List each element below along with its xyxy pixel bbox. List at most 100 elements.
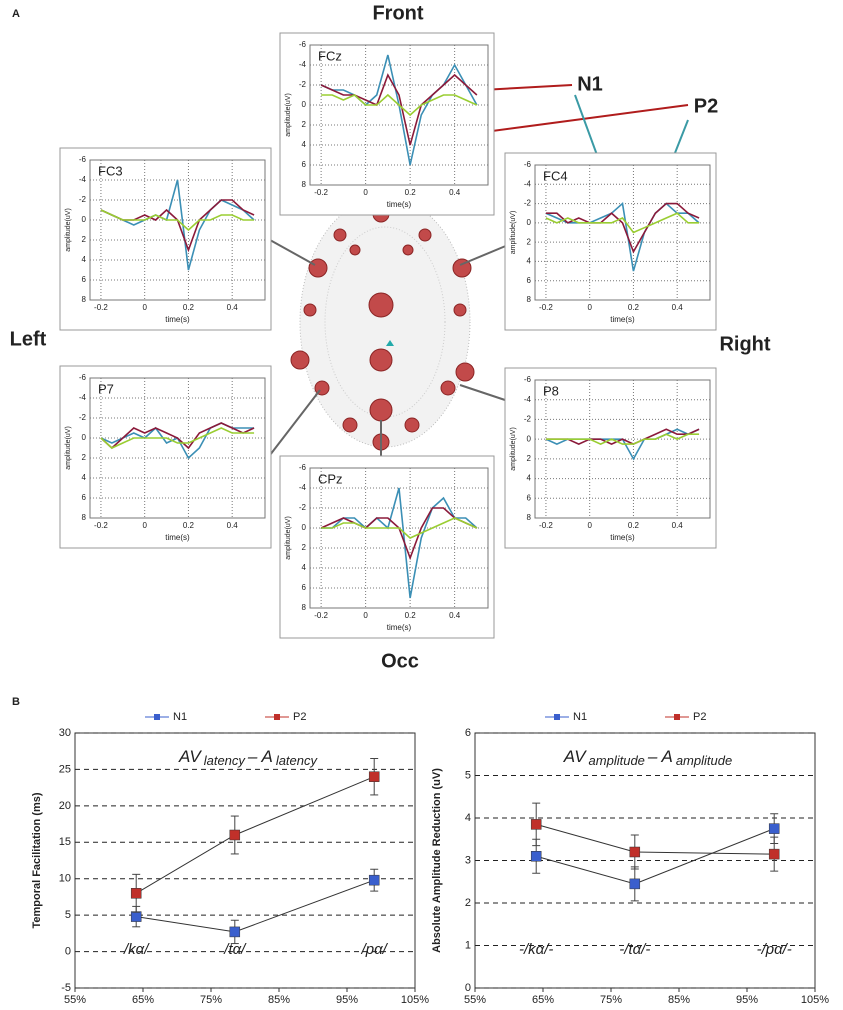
legend-label: P2 xyxy=(293,711,306,723)
waveform xyxy=(100,209,255,232)
waveform xyxy=(100,427,255,449)
x-tick-label: 105% xyxy=(801,994,829,1006)
legend-marker xyxy=(154,714,160,720)
point-marker xyxy=(530,851,542,862)
waveform xyxy=(100,422,255,450)
y-tick-label: 1 xyxy=(465,939,471,951)
x-tick-label: 0.2 xyxy=(183,303,195,312)
x-axis-label: time(s) xyxy=(165,315,190,324)
x-tick-label: 0 xyxy=(142,303,147,312)
y-tick-label: 8 xyxy=(302,180,307,189)
x-tick-label: 55% xyxy=(64,994,86,1006)
head xyxy=(290,196,475,451)
y-tick-label: 4 xyxy=(527,257,532,266)
x-tick-label: 0 xyxy=(587,303,592,312)
formula-part: latency xyxy=(276,753,319,768)
x-tick-label: 0 xyxy=(363,611,368,620)
x-tick-label: 0.4 xyxy=(449,188,461,197)
y-tick-label: -6 xyxy=(79,373,87,382)
y-axis-label: amplitude(uV) xyxy=(65,208,72,252)
y-tick-label: -2 xyxy=(524,199,532,208)
point-marker xyxy=(530,819,542,830)
x-tick-label: 0.2 xyxy=(405,188,417,197)
waveform xyxy=(545,433,700,445)
x-tick-label: -0.2 xyxy=(94,521,108,530)
region-label: Right xyxy=(719,333,770,355)
y-tick-label: -2 xyxy=(299,80,307,89)
waveform xyxy=(545,202,700,272)
y-tick-label: 6 xyxy=(82,275,87,284)
waveform xyxy=(545,212,700,234)
y-tick-label: 8 xyxy=(302,603,307,612)
y-tick-label: -4 xyxy=(299,483,307,492)
x-tick-label: 0.4 xyxy=(227,303,239,312)
region-label: Occ xyxy=(381,650,419,672)
y-tick-label: 0 xyxy=(82,215,87,224)
formula-part: AV xyxy=(178,747,202,766)
region-label: Left xyxy=(10,328,47,350)
chart-title: P7 xyxy=(98,381,114,396)
point-marker xyxy=(368,771,380,782)
y-tick-label: -2 xyxy=(299,503,307,512)
y-tick-label: 8 xyxy=(527,513,532,522)
annotation: -/kα/- xyxy=(519,941,553,958)
y-tick-label: -6 xyxy=(299,463,307,472)
legend-label: P2 xyxy=(693,711,706,723)
chart-title: P8 xyxy=(543,383,559,398)
y-axis-label: Temporal Facilitation (ms) xyxy=(31,792,43,928)
x-tick-label: 65% xyxy=(532,994,554,1006)
waveform xyxy=(321,487,478,599)
y-tick-label: -4 xyxy=(299,60,307,69)
y-tick-label: 8 xyxy=(82,513,87,522)
nose-marker xyxy=(386,340,394,346)
formula-part: – A xyxy=(647,747,673,766)
point-marker xyxy=(629,846,641,858)
x-tick-label: 95% xyxy=(336,994,358,1006)
legend-marker xyxy=(274,714,280,720)
point-marker xyxy=(768,848,780,860)
x-axis-label: time(s) xyxy=(387,200,412,209)
x-axis-label: time(s) xyxy=(165,533,190,542)
x-tick-label: 0.2 xyxy=(405,611,417,620)
y-tick-label: 2 xyxy=(302,543,307,552)
y-tick-label: 8 xyxy=(82,295,87,304)
legend-label: N1 xyxy=(573,711,587,723)
x-tick-label: 85% xyxy=(668,994,690,1006)
plot-area xyxy=(74,732,416,989)
chart-title: FC3 xyxy=(98,163,123,178)
x-tick-label: 95% xyxy=(736,994,758,1006)
x-tick-label: -0.2 xyxy=(539,521,553,530)
point-marker xyxy=(130,888,142,899)
plot-area xyxy=(309,44,489,186)
y-axis-label: amplitude(uV) xyxy=(285,516,292,560)
y-tick-label: 4 xyxy=(527,474,532,483)
x-tick-label: 55% xyxy=(464,994,486,1006)
y-tick-label: 0 xyxy=(302,100,307,109)
y-tick-label: 2 xyxy=(527,237,532,246)
y-tick-label: 25 xyxy=(59,763,71,775)
y-tick-label: 6 xyxy=(302,583,307,592)
x-tick-label: -0.2 xyxy=(539,303,553,312)
y-tick-label: -4 xyxy=(79,393,87,402)
y-tick-label: -6 xyxy=(79,155,87,164)
y-tick-label: 6 xyxy=(465,727,471,739)
legend-label: N1 xyxy=(173,711,187,723)
chart-title: FCz xyxy=(318,48,342,63)
x-tick-label: 0 xyxy=(142,521,147,530)
y-tick-label: 0 xyxy=(82,433,87,442)
y-axis-label: amplitude(uV) xyxy=(285,93,292,137)
point-marker xyxy=(768,823,780,834)
annotation: /pα/ xyxy=(361,941,389,958)
y-tick-label: -6 xyxy=(524,375,532,384)
y-tick-label: 2 xyxy=(82,235,87,244)
waveform xyxy=(320,73,478,146)
point-marker xyxy=(229,829,241,841)
y-tick-label: 2 xyxy=(465,897,471,909)
annotation: /kα/ xyxy=(123,941,150,958)
y-axis-label: amplitude(uV) xyxy=(510,427,517,471)
x-tick-label: 0.2 xyxy=(183,521,195,530)
x-tick-label: 65% xyxy=(132,994,154,1006)
legend-marker xyxy=(554,714,560,720)
